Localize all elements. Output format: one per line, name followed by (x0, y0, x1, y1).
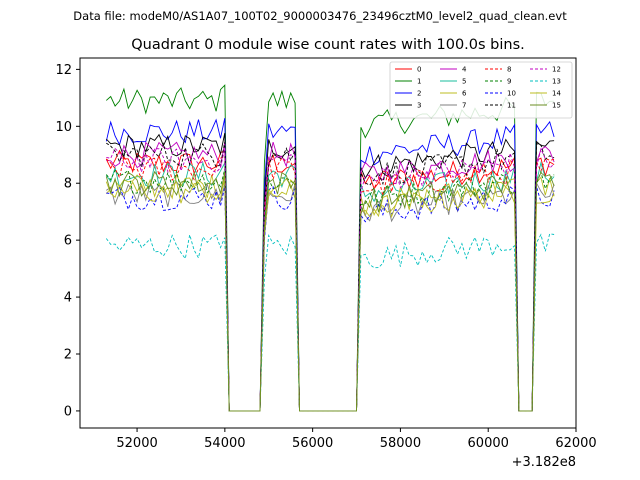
legend-label-11: 11 (507, 102, 516, 110)
series-line-8 (105, 155, 555, 412)
y-tick-label: 10 (55, 120, 72, 135)
legend-label-6: 6 (462, 90, 467, 98)
x-tick-label: 58000 (380, 436, 421, 451)
legend-label-10: 10 (507, 90, 516, 98)
legend-label-12: 12 (552, 66, 561, 74)
x-tick-label: 52000 (116, 436, 157, 451)
legend-label-2: 2 (417, 90, 421, 98)
legend-label-5: 5 (462, 78, 466, 86)
series-line-11 (106, 141, 555, 412)
legend-box (389, 61, 573, 119)
legend-label-0: 0 (417, 66, 421, 74)
x-tick-label: 62000 (555, 436, 596, 451)
legend-label-8: 8 (507, 66, 511, 74)
y-tick-label: 6 (64, 234, 72, 249)
legend-label-9: 9 (507, 78, 511, 86)
legend-label-13: 13 (552, 78, 561, 86)
legend-label-7: 7 (462, 102, 466, 110)
y-axis: 0 2 4 6 8 10 12 (55, 63, 80, 419)
y-tick-label: 0 (64, 404, 72, 419)
legend-label-4: 4 (462, 66, 467, 74)
plot-frame (79, 57, 577, 429)
x-tick-label: 60000 (468, 436, 509, 451)
suptitle: Data file: modeM0/AS1A07_100T02_90000034… (73, 9, 567, 23)
x-axis: 52000 54000 56000 58000 60000 62000 (116, 428, 597, 451)
legend-label-1: 1 (417, 78, 421, 86)
legend-label-15: 15 (552, 102, 561, 110)
series-layer (105, 84, 555, 412)
y-tick-label: 4 (64, 291, 72, 306)
legend-label-3: 3 (417, 102, 421, 110)
legend-label-14: 14 (552, 90, 561, 98)
x-tick-label: 56000 (292, 436, 333, 451)
y-tick-label: 8 (64, 177, 72, 192)
series-line-15 (105, 170, 555, 412)
x-tick-label: 54000 (204, 436, 245, 451)
x-offset-label: +3.182e8 (512, 455, 576, 470)
y-tick-label: 12 (55, 63, 72, 78)
chart-title: Quadrant 0 module wise count rates with … (131, 37, 525, 53)
y-tick-label: 2 (64, 348, 72, 363)
